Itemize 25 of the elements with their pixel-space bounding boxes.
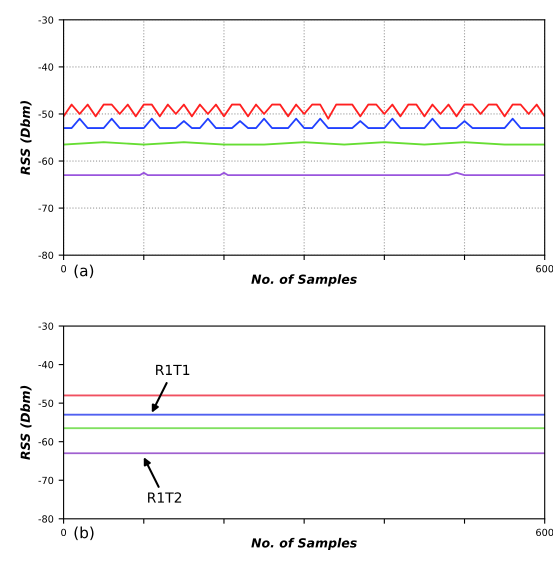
y-axis-title: RSS (Dbm) xyxy=(20,101,32,175)
text: (a) xyxy=(74,264,94,278)
y-tick-label: -40 xyxy=(38,63,54,71)
y-tick-label: -30 xyxy=(38,322,54,330)
y-tick-label: -60 xyxy=(38,438,54,446)
y-tick-label: -30 xyxy=(38,16,54,24)
y-tick-label: -50 xyxy=(38,110,54,118)
x-axis-title: No. of Samples xyxy=(251,538,357,550)
x-tick-label: 0 xyxy=(61,265,66,272)
x-axis-title: No. of Samples xyxy=(251,274,357,286)
text: (b) xyxy=(74,526,94,540)
annotation: R1T1 xyxy=(156,364,190,375)
y-axis-title: RSS (Dbm) xyxy=(20,386,32,460)
line-series xyxy=(64,104,545,120)
annotation: R1T2 xyxy=(148,492,182,503)
x-tick-label: 0 xyxy=(61,528,66,536)
y-tick-label: -80 xyxy=(38,515,54,523)
x-tick-label: 600 xyxy=(536,265,553,272)
y-tick-label: -80 xyxy=(38,252,54,259)
y-tick-label: -50 xyxy=(38,400,54,407)
x-tick-label: 600 xyxy=(536,528,553,536)
y-tick-label: -40 xyxy=(38,361,54,368)
y-tick-label: -60 xyxy=(38,158,54,165)
y-tick-label: -70 xyxy=(38,204,54,212)
y-tick-label: -70 xyxy=(38,476,54,484)
